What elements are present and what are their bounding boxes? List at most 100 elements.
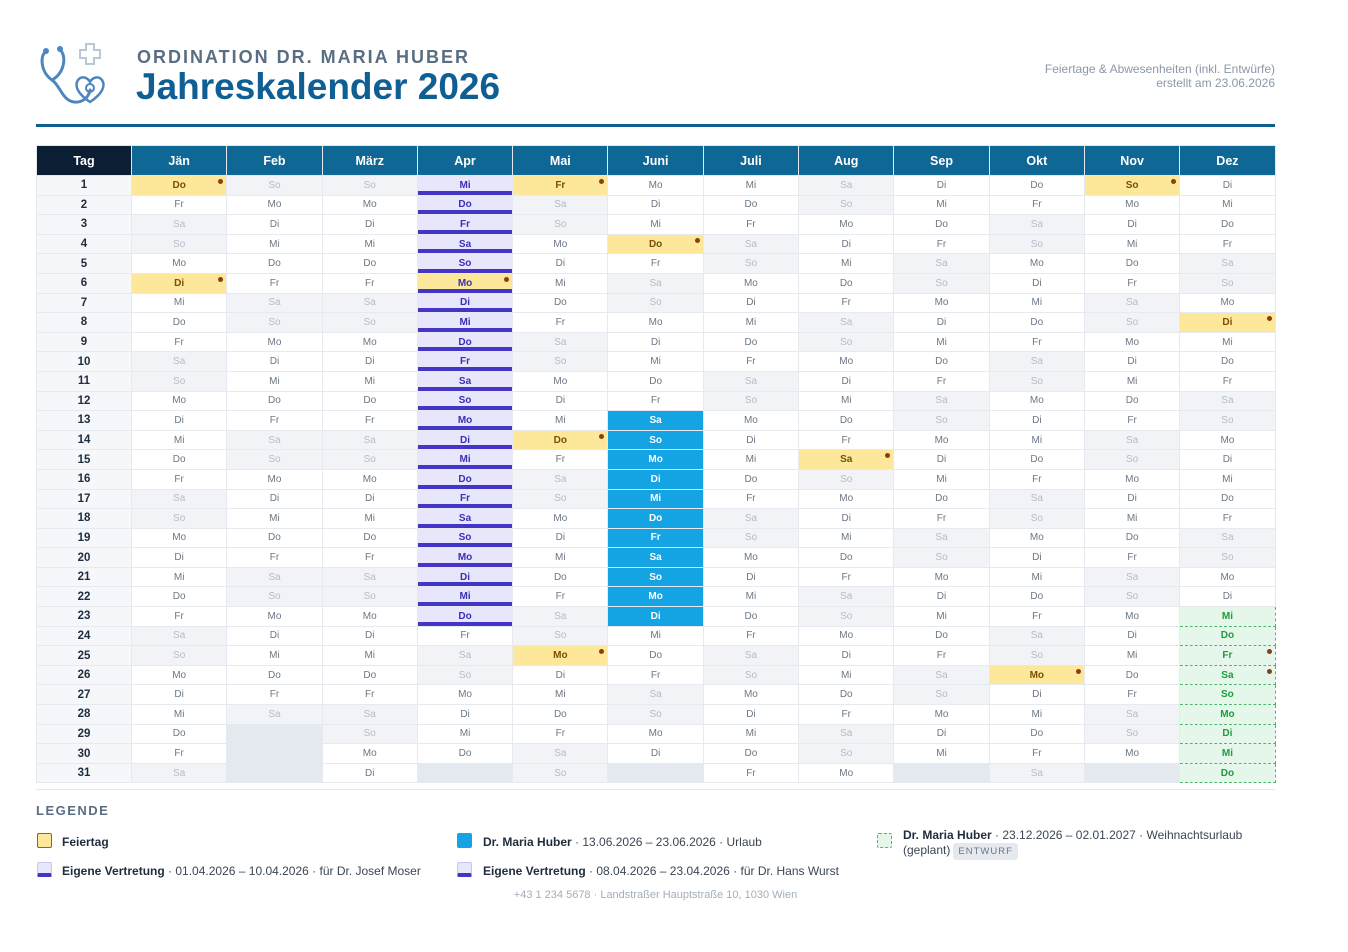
day-cell: Fr: [893, 233, 990, 255]
day-cell: So: [321, 586, 418, 608]
day-cell: Mo: [416, 684, 514, 706]
day-cell: Do: [702, 606, 800, 627]
month-header: Feb: [226, 145, 323, 176]
day-cell: Sa: [798, 723, 895, 745]
day-cell: Sa: [607, 272, 704, 294]
calendar-row: 11 So Mi Mi Sa Mo Do Sa Di Fr So Mi Fr: [36, 370, 1276, 392]
day-cell: Mi: [893, 606, 990, 627]
day-cell: Mo: [226, 468, 323, 490]
holiday-marker: [1266, 316, 1272, 322]
day-cell: Di: [321, 214, 418, 235]
calendar-row: 31 Sa Di So Fr Mo Sa Do: [36, 762, 1276, 784]
day-cell: Mo: [321, 743, 418, 764]
day-cell: Di: [798, 233, 895, 255]
day-cell: Mo: [1083, 743, 1181, 764]
day-cell: Sa: [321, 704, 418, 725]
day-cell: Sa: [512, 743, 609, 764]
calendar-row: 28 Mi Sa Sa Di Do So Di Fr Mo Mi Sa Mo: [36, 704, 1276, 725]
day-cell: Di: [226, 214, 323, 235]
day-cell: Sa: [607, 410, 704, 431]
day-cell: Fr: [988, 194, 1085, 216]
day-cell: Mi: [893, 194, 990, 216]
legend-urlaub: Dr. Maria Huber · 13.06.2026 – 23.06.202…: [483, 835, 762, 850]
day-cell: Mo: [607, 175, 704, 196]
day-cell: Di: [1083, 625, 1181, 647]
day-cell: So: [226, 449, 323, 470]
day-cell: Do: [226, 253, 323, 274]
day-cell: Do: [702, 743, 800, 764]
day-cell: So: [416, 390, 514, 412]
day-cell: So: [1179, 547, 1276, 568]
day-number: 28: [36, 704, 132, 725]
day-cell: Mi: [226, 233, 323, 255]
day-cell: Fr: [226, 272, 323, 294]
day-cell: Mo: [702, 410, 800, 431]
day-cell: Di: [416, 292, 514, 314]
day-cell: Fr: [226, 684, 323, 706]
draft-swatch: [877, 833, 892, 848]
day-cell: Do: [321, 527, 418, 549]
empty-cell: [893, 762, 990, 784]
day-cell: Di: [607, 743, 704, 764]
day-cell: Sa: [1179, 253, 1276, 274]
day-cell: Di: [607, 194, 704, 216]
day-cell: Mo: [893, 292, 990, 314]
day-cell: Mi: [321, 645, 418, 666]
day-cell: Mi: [798, 253, 895, 274]
day-cell: So: [1083, 586, 1181, 608]
day-cell: Sa: [130, 625, 228, 647]
day-cell: Fr: [702, 488, 800, 510]
day-number: 7: [36, 292, 132, 314]
day-cell: Do: [1179, 762, 1276, 784]
day-cell: Di: [321, 351, 418, 372]
day-cell: Mi: [226, 508, 323, 529]
day-cell: Mo: [130, 253, 228, 274]
day-cell: Di: [321, 488, 418, 510]
day-number: 29: [36, 723, 132, 745]
day-cell: Do: [1083, 664, 1181, 686]
day-cell: Mi: [1083, 645, 1181, 666]
month-header: März: [321, 145, 418, 176]
day-cell: Mi: [702, 449, 800, 470]
day-cell: Mi: [798, 390, 895, 412]
day-cell: So: [893, 410, 990, 431]
empty-cell: [226, 723, 323, 745]
meta-info: Feiertage & Abwesenheiten (inkl. Entwürf…: [1045, 62, 1275, 90]
day-cell: Mo: [512, 233, 609, 255]
calendar-row: 18 So Mi Mi Sa Mo Do Sa Di Fr So Mi Fr: [36, 508, 1276, 529]
day-cell: Mi: [798, 664, 895, 686]
day-cell: Di: [893, 586, 990, 608]
day-cell: Mo: [321, 468, 418, 490]
day-cell: Mo: [607, 723, 704, 745]
practice-name: ORDINATION DR. MARIA HUBER: [137, 47, 470, 67]
day-cell: Fr: [512, 449, 609, 470]
day-cell: Fr: [702, 214, 800, 235]
day-cell: Mi: [416, 312, 514, 333]
day-cell: Fr: [130, 468, 228, 490]
day-cell: Di: [798, 508, 895, 529]
calendar-row: 5 Mo Do Do So Di Fr So Mi Sa Mo Do Sa: [36, 253, 1276, 274]
day-cell: Mi: [1179, 331, 1276, 353]
day-cell: Fr: [607, 664, 704, 686]
day-cell: So: [893, 547, 990, 568]
day-cell: Do: [416, 194, 514, 216]
day-cell: Mo: [1083, 606, 1181, 627]
day-cell: So: [130, 508, 228, 529]
day-cell: Mo: [988, 253, 1085, 274]
day-number: 8: [36, 312, 132, 333]
holiday-marker: [1266, 649, 1272, 655]
calendar-row: 16 Fr Mo Mo Do Sa Di Do So Mi Fr Mo Mi: [36, 468, 1276, 490]
holiday-marker: [1075, 668, 1081, 674]
day-cell: Mi: [1179, 468, 1276, 490]
day-cell: Di: [512, 253, 609, 274]
day-cell: Mo: [798, 488, 895, 510]
day-cell: Mi: [988, 292, 1085, 314]
day-cell: Sa: [988, 762, 1085, 784]
day-cell: Sa: [226, 704, 323, 725]
calendar-row: 2 Fr Mo Mo Do Sa Di Do So Mi Fr Mo Mi: [36, 194, 1276, 216]
day-cell: Mo: [416, 410, 514, 431]
calendar-row: 25 So Mi Mi Sa Mo Do Sa Di Fr So Mi Fr: [36, 645, 1276, 666]
day-number: 9: [36, 331, 132, 353]
day-number: 23: [36, 606, 132, 627]
calendar-row: 24 Sa Di Di Fr So Mi Fr Mo Do Sa Di Do: [36, 625, 1276, 647]
